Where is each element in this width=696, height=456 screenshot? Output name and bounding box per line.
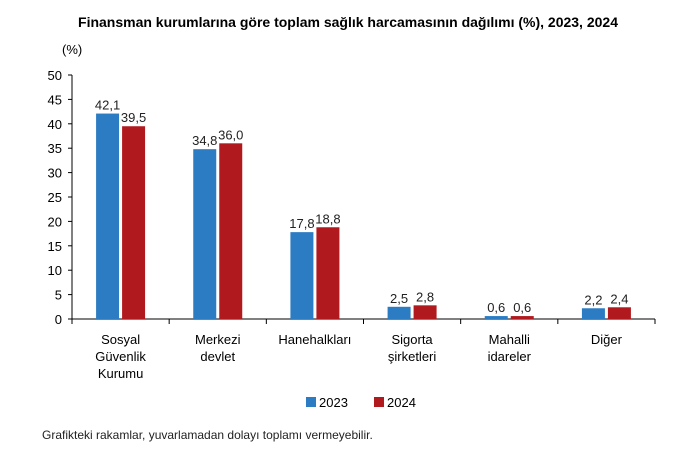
x-tick-label: şirketleri [388, 349, 437, 364]
x-tick-label: Sigorta [391, 332, 433, 347]
data-label: 2,4 [610, 291, 628, 306]
bar-2023 [290, 232, 314, 319]
data-label: 18,8 [315, 211, 340, 226]
data-label: 36,0 [218, 127, 243, 142]
footnote: Grafikteki rakamlar, yuvarlamadan dolayı… [42, 428, 373, 442]
bar-2023 [193, 149, 217, 319]
bar-2023 [387, 306, 411, 319]
data-label: 0,6 [513, 300, 531, 315]
bar-2024 [510, 316, 534, 319]
data-label: 39,5 [121, 110, 146, 125]
y-tick-label: 10 [48, 263, 62, 278]
data-label: 2,2 [584, 292, 602, 307]
y-tick-label: 45 [48, 92, 62, 107]
data-label: 34,8 [192, 133, 217, 148]
bar-2024 [316, 227, 340, 319]
y-tick-label: 25 [48, 190, 62, 205]
x-tick-label: Güvenlik [95, 349, 146, 364]
legend-label: 2023 [319, 395, 348, 410]
bar-2023 [484, 316, 508, 319]
x-tick-label: Sosyal [101, 332, 140, 347]
bar-2024 [122, 126, 146, 320]
legend-swatch-2023 [306, 397, 316, 407]
data-label: 0,6 [487, 300, 505, 315]
bar-2024 [219, 143, 243, 319]
data-label: 2,5 [390, 291, 408, 306]
y-tick-label: 40 [48, 117, 62, 132]
y-tick-label: 20 [48, 214, 62, 229]
x-tick-label: Diğer [591, 332, 623, 347]
y-tick-label: 5 [55, 288, 62, 303]
x-tick-label: Hanehalkları [278, 332, 351, 347]
y-tick-label: 30 [48, 166, 62, 181]
y-tick-label: 15 [48, 239, 62, 254]
data-label: 42,1 [95, 98, 120, 113]
legend-label: 2024 [387, 395, 416, 410]
x-tick-label: Merkezi [195, 332, 241, 347]
bar-2024 [607, 307, 631, 319]
data-label: 17,8 [289, 216, 314, 231]
x-tick-label: Mahalli [489, 332, 530, 347]
x-tick-label: idareler [488, 349, 532, 364]
y-tick-label: 35 [48, 141, 62, 156]
x-tick-label: Kurumu [98, 366, 144, 381]
chart-title: Finansman kurumlarına göre toplam sağlık… [78, 14, 618, 30]
bar-2023 [581, 308, 605, 319]
bar-2023 [96, 113, 120, 319]
x-tick-label: devlet [200, 349, 235, 364]
y-tick-label: 0 [55, 312, 62, 327]
data-label: 2,8 [416, 289, 434, 304]
bar-2024 [413, 305, 437, 319]
legend-swatch-2024 [374, 397, 384, 407]
y-tick-label: 50 [48, 68, 62, 83]
y-axis-label: (%) [62, 42, 82, 57]
